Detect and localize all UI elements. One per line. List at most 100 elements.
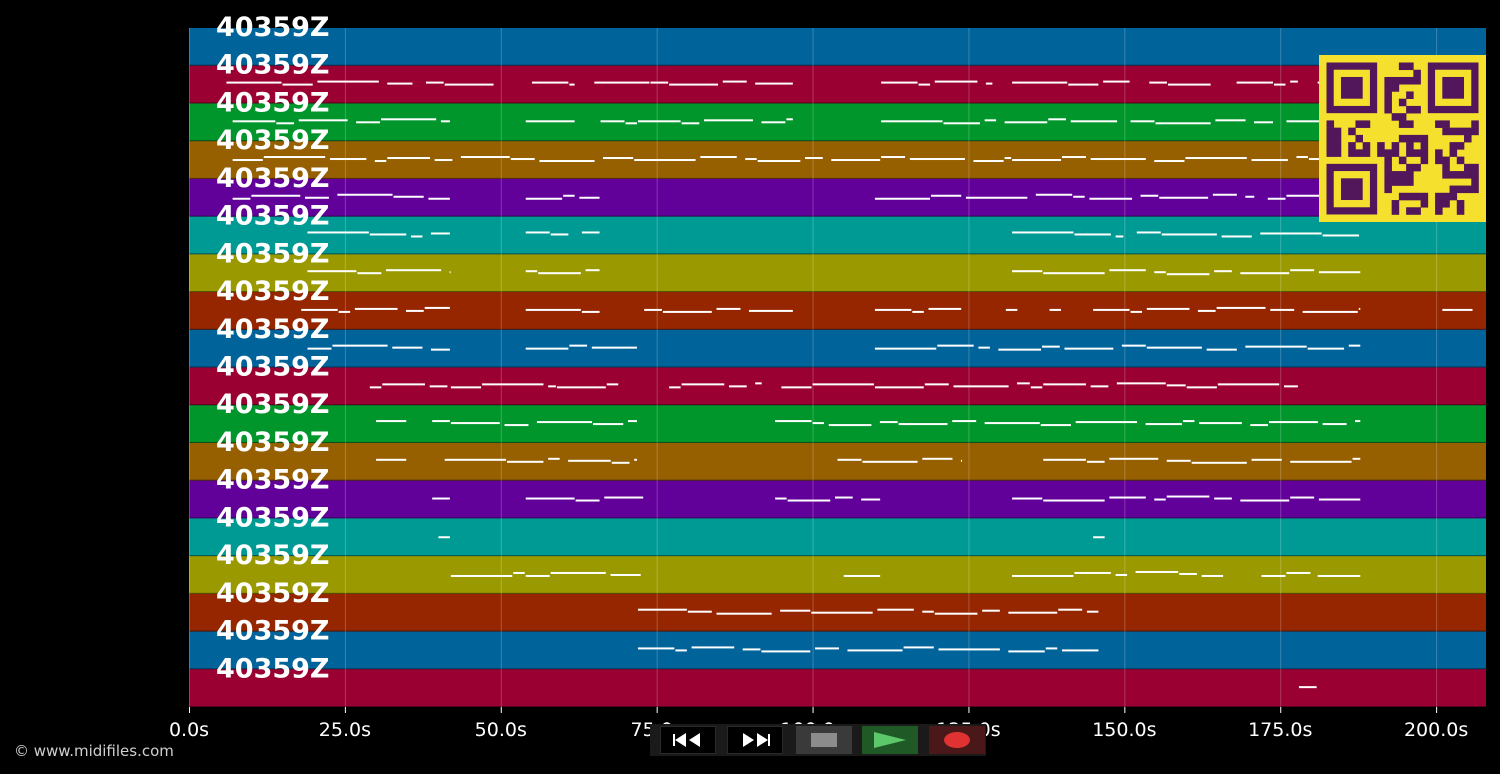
note <box>1245 345 1307 348</box>
note <box>405 309 424 312</box>
note <box>973 160 1004 163</box>
note <box>874 308 912 311</box>
note <box>357 272 382 275</box>
note <box>922 610 934 613</box>
note <box>1216 306 1266 309</box>
note <box>1116 382 1166 385</box>
grid-line <box>1124 28 1126 707</box>
note <box>831 159 881 162</box>
note <box>1030 386 1043 389</box>
note <box>603 157 634 160</box>
note <box>1086 460 1105 463</box>
track-label: 40359Z <box>216 12 330 43</box>
note <box>374 160 387 163</box>
note <box>1074 233 1111 236</box>
note <box>386 269 442 272</box>
note <box>965 196 1028 199</box>
note <box>1042 345 1060 348</box>
note <box>1012 159 1061 162</box>
note <box>812 383 874 386</box>
note <box>669 386 681 389</box>
note <box>232 159 263 162</box>
note <box>786 118 793 121</box>
note <box>1004 157 1012 160</box>
grid-line <box>656 28 658 707</box>
stop-icon <box>811 733 837 747</box>
note <box>387 157 430 160</box>
note <box>934 612 978 615</box>
note <box>761 650 811 653</box>
lane-divider <box>189 328 1486 330</box>
note <box>924 383 949 386</box>
note <box>787 499 831 502</box>
note <box>332 344 388 347</box>
record-button[interactable] <box>929 726 985 754</box>
note <box>1197 309 1216 312</box>
note <box>637 120 681 123</box>
note <box>805 157 823 160</box>
note <box>843 574 881 577</box>
note <box>585 269 600 272</box>
track-label: 40359Z <box>216 201 330 232</box>
play-button[interactable] <box>862 726 918 754</box>
note <box>755 82 793 85</box>
note <box>812 422 825 425</box>
note <box>1090 385 1109 388</box>
note <box>912 310 924 313</box>
note <box>539 160 595 163</box>
note <box>338 310 351 313</box>
qr-code <box>1319 55 1486 222</box>
stop-button[interactable] <box>796 726 852 754</box>
note <box>430 348 450 351</box>
note <box>729 385 747 388</box>
note <box>525 197 563 200</box>
note <box>1215 119 1246 122</box>
note <box>569 344 588 347</box>
note <box>1199 422 1242 425</box>
note <box>1004 121 1048 124</box>
note <box>1166 384 1186 387</box>
axis-tick-label: 175.0s <box>1248 719 1312 741</box>
note <box>440 120 450 123</box>
fast-forward-icon <box>743 733 770 747</box>
note <box>1261 574 1286 577</box>
note <box>525 574 550 577</box>
note <box>1012 81 1068 84</box>
fast-forward-button[interactable] <box>727 726 783 754</box>
note <box>424 306 450 309</box>
note <box>329 158 367 161</box>
note <box>881 81 918 84</box>
note <box>432 497 450 500</box>
axis-tick-label: 25.0s <box>319 719 371 741</box>
note <box>434 159 453 162</box>
track-lane <box>189 631 1486 670</box>
note <box>354 307 398 310</box>
note <box>1140 194 1159 197</box>
note <box>1008 611 1058 614</box>
note <box>1318 271 1361 274</box>
rewind-button[interactable] <box>660 726 716 754</box>
note <box>1185 157 1247 160</box>
note <box>232 120 276 123</box>
note <box>444 83 494 86</box>
note <box>1318 498 1361 501</box>
note <box>1240 272 1290 275</box>
note <box>1236 81 1273 84</box>
note <box>1012 497 1043 500</box>
axis-tick <box>344 707 346 713</box>
note <box>369 386 382 389</box>
track-lane <box>189 518 1486 557</box>
lane-divider <box>189 102 1486 104</box>
note <box>460 156 510 159</box>
note <box>525 347 569 350</box>
note <box>430 232 450 235</box>
lane-divider <box>189 253 1486 255</box>
note <box>1086 610 1099 613</box>
track-label: 40359Z <box>216 163 330 194</box>
note <box>637 647 675 650</box>
note <box>1146 307 1190 310</box>
note <box>1061 156 1086 159</box>
note <box>1075 421 1138 424</box>
note <box>1008 650 1045 653</box>
note <box>1161 233 1217 236</box>
